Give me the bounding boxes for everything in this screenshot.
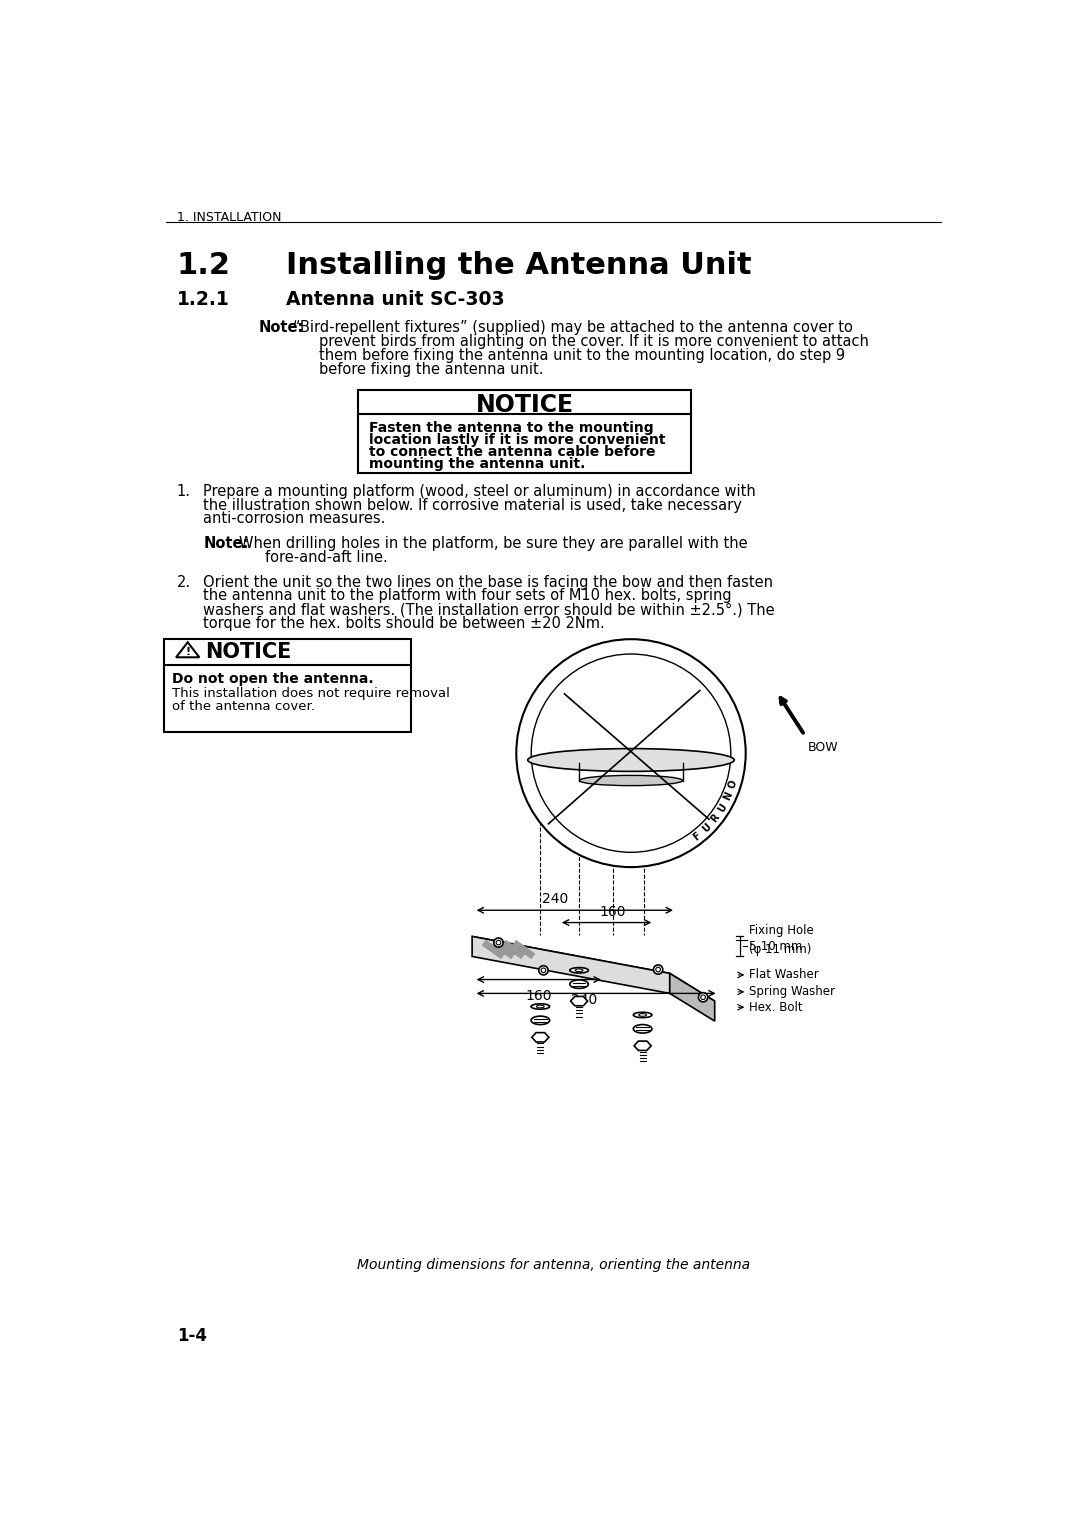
Text: Antenna unit SC-303: Antenna unit SC-303 [286, 290, 504, 309]
Text: 1.: 1. [177, 484, 191, 498]
Text: Note:: Note: [203, 536, 248, 552]
Ellipse shape [633, 1025, 652, 1033]
Text: Mounting dimensions for antenna, orienting the antenna: Mounting dimensions for antenna, orienti… [356, 1258, 751, 1271]
Polygon shape [472, 937, 715, 1001]
Text: anti-corrosion measures.: anti-corrosion measures. [203, 512, 386, 526]
Circle shape [541, 969, 545, 973]
Text: Fixing Hole: Fixing Hole [748, 924, 813, 937]
Text: 5-10 mm: 5-10 mm [748, 940, 802, 953]
Text: Installing the Antenna Unit: Installing the Antenna Unit [286, 251, 752, 280]
Text: Orient the unit so the two lines on the base is facing the bow and then fasten: Orient the unit so the two lines on the … [203, 575, 773, 590]
Text: Hex. Bolt: Hex. Bolt [748, 1001, 802, 1013]
Polygon shape [570, 996, 588, 1005]
Text: the illustration shown below. If corrosive material is used, take necessary: the illustration shown below. If corrosi… [203, 498, 742, 512]
Ellipse shape [528, 749, 734, 772]
Text: before fixing the antenna unit.: before fixing the antenna unit. [320, 362, 544, 377]
Ellipse shape [576, 969, 583, 972]
Text: “Bird-repellent fixtures” (supplied) may be attached to the antenna cover to: “Bird-repellent fixtures” (supplied) may… [293, 321, 853, 336]
Text: Do not open the antenna.: Do not open the antenna. [172, 671, 374, 686]
Text: location lastly if it is more convenient: location lastly if it is more convenient [369, 432, 665, 446]
Text: Flat Washer: Flat Washer [748, 969, 819, 981]
Text: the antenna unit to the platform with four sets of M10 hex. bolts, spring: the antenna unit to the platform with fo… [203, 588, 732, 604]
Text: 1.2: 1.2 [177, 251, 231, 280]
Polygon shape [670, 973, 715, 1021]
Polygon shape [531, 1033, 549, 1042]
Text: fore-and-aft line.: fore-and-aft line. [266, 550, 388, 565]
Text: 240: 240 [571, 993, 597, 1007]
Text: washers and flat washers. (The installation error should be within ±2.5°.) The: washers and flat washers. (The installat… [203, 602, 774, 617]
Text: to connect the antenna cable before: to connect the antenna cable before [369, 445, 656, 458]
Text: mounting the antenna unit.: mounting the antenna unit. [369, 457, 585, 472]
Polygon shape [634, 1041, 651, 1050]
Text: Fasten the antenna to the mounting: Fasten the antenna to the mounting [369, 420, 653, 434]
Circle shape [494, 938, 503, 947]
Text: When drilling holes in the platform, be sure they are parallel with the: When drilling holes in the platform, be … [239, 536, 747, 552]
Text: 2.: 2. [177, 575, 191, 590]
Text: of the antenna cover.: of the antenna cover. [172, 700, 315, 714]
Text: Spring Washer: Spring Washer [748, 986, 835, 998]
Polygon shape [176, 642, 200, 657]
Text: 1.2.1: 1.2.1 [177, 290, 230, 309]
Circle shape [656, 967, 661, 972]
Text: BOW: BOW [808, 741, 838, 755]
Circle shape [539, 966, 548, 975]
Text: prevent birds from alighting on the cover. If it is more convenient to attach: prevent birds from alighting on the cove… [320, 335, 869, 350]
Ellipse shape [570, 979, 589, 989]
Text: NOTICE: NOTICE [476, 393, 573, 417]
Circle shape [516, 639, 745, 866]
Ellipse shape [638, 1013, 647, 1016]
Text: 160: 160 [526, 989, 552, 1002]
Text: (φ 11 mm): (φ 11 mm) [748, 943, 811, 957]
Ellipse shape [579, 775, 683, 785]
Text: them before fixing the antenna unit to the mounting location, do step 9: them before fixing the antenna unit to t… [320, 348, 846, 364]
Text: N: N [723, 790, 734, 802]
Text: Prepare a mounting platform (wood, steel or aluminum) in accordance with: Prepare a mounting platform (wood, steel… [203, 484, 756, 498]
Ellipse shape [531, 1016, 550, 1025]
Text: 240: 240 [542, 892, 568, 906]
Polygon shape [472, 937, 670, 993]
Circle shape [699, 993, 707, 1002]
Text: 1. INSTALLATION: 1. INSTALLATION [177, 211, 282, 225]
Bar [164, 639, 410, 732]
Text: 160: 160 [599, 905, 626, 918]
Bar [359, 390, 691, 472]
Circle shape [496, 940, 501, 944]
Circle shape [531, 654, 731, 853]
Text: !: ! [185, 646, 190, 657]
Text: This installation does not require removal: This installation does not require remov… [172, 688, 450, 700]
Ellipse shape [633, 1012, 652, 1018]
Ellipse shape [537, 1005, 544, 1008]
Text: U: U [716, 802, 729, 814]
Ellipse shape [531, 1004, 550, 1008]
Circle shape [653, 964, 663, 975]
Text: NOTICE: NOTICE [205, 642, 292, 662]
Text: Note:: Note: [259, 321, 305, 336]
Text: O: O [727, 779, 739, 790]
Circle shape [701, 995, 705, 999]
Text: R: R [708, 813, 721, 825]
Text: torque for the hex. bolts should be between ±20 2Nm.: torque for the hex. bolts should be betw… [203, 616, 605, 631]
Text: F: F [691, 831, 702, 842]
Text: U: U [700, 822, 713, 834]
Text: 1-4: 1-4 [177, 1326, 207, 1345]
Ellipse shape [570, 967, 589, 973]
